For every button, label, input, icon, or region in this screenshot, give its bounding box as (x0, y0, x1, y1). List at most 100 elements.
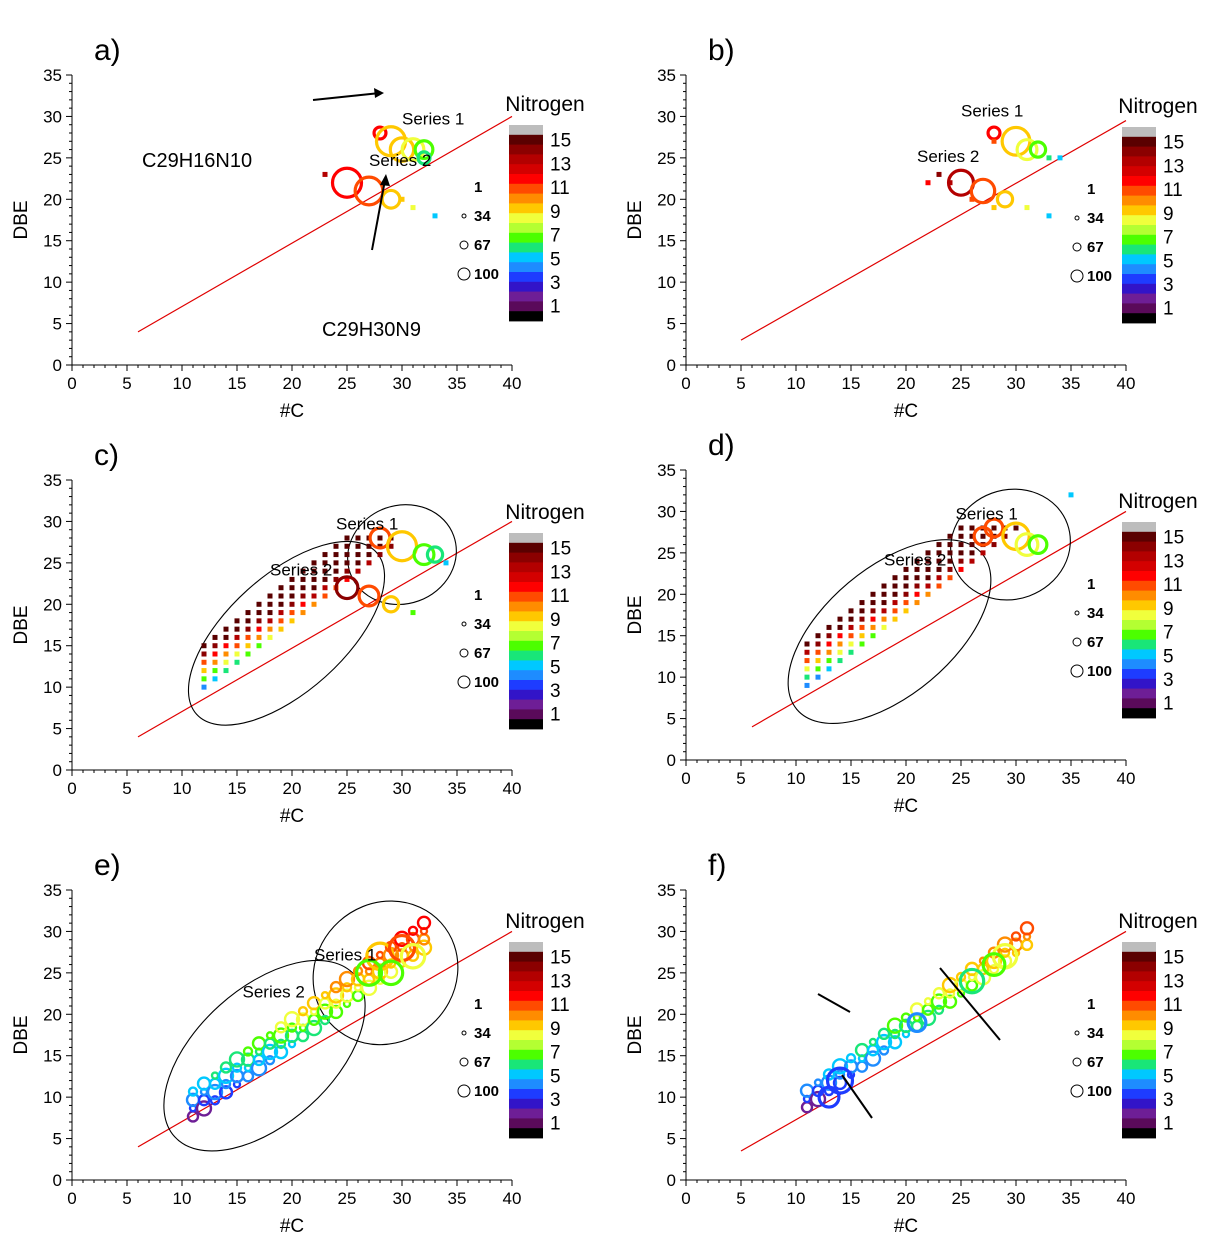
data-point (201, 684, 207, 690)
x-tick-label: 15 (842, 769, 861, 788)
data-point (377, 552, 383, 558)
series-label: Series 2 (369, 151, 431, 170)
data-point (399, 196, 405, 202)
colorbar-tick-label: 3 (550, 681, 561, 702)
data-point (892, 616, 898, 622)
data-point (848, 608, 854, 614)
colorbar-segment (509, 640, 543, 651)
size-legend-marker (1072, 1057, 1082, 1067)
y-tick-label: 25 (43, 964, 62, 983)
data-point (875, 1033, 893, 1051)
data-point (344, 552, 350, 558)
colorbar-segment (509, 582, 543, 593)
data-point (223, 643, 229, 649)
data-point (958, 558, 964, 564)
data-point (837, 641, 843, 647)
colorbar-segment (1122, 639, 1156, 650)
data-point (212, 651, 218, 657)
data-point (837, 649, 843, 655)
data-point (219, 1061, 233, 1074)
colorbar-segment (1122, 1079, 1156, 1090)
colorbar-tick-label: 9 (550, 1019, 561, 1040)
colorbar-segment (1122, 1040, 1156, 1051)
data-point (322, 560, 328, 566)
colorbar-tick-label: 3 (550, 1090, 561, 1111)
data-point (234, 634, 240, 640)
data-point (272, 1027, 290, 1044)
colorbar-tick-label: 9 (1163, 204, 1174, 225)
reference-line (740, 930, 1127, 1152)
colorbar-segment (509, 1059, 543, 1070)
size-legend-label: 67 (474, 1054, 491, 1071)
colorbar-segment (509, 562, 543, 573)
data-point (804, 641, 810, 647)
colorbar-tick-label: 11 (550, 178, 570, 199)
data-point (267, 601, 273, 607)
colorbar-segment (1122, 981, 1156, 992)
data-point (969, 558, 975, 564)
data-point (892, 600, 898, 606)
data-point (870, 633, 876, 639)
data-point (848, 633, 854, 639)
colorbar-segment (1122, 313, 1156, 324)
chart-panel-0: 0 5 10 15 20 25 30 35 4005101520253035#CDBEa)Ser… (11, 34, 585, 422)
y-tick-label: 0 (53, 356, 62, 375)
data-point (357, 584, 381, 608)
size-legend-label: 34 (474, 616, 491, 633)
data-point (881, 608, 887, 614)
data-point (870, 591, 876, 597)
data-point (804, 674, 810, 680)
colorbar-segment (1122, 1059, 1156, 1070)
size-legend-marker (461, 621, 467, 627)
series-ellipse (312, 900, 459, 1046)
colorbar-tick-label: 7 (550, 1043, 561, 1064)
data-point (201, 643, 207, 649)
data-point (412, 543, 436, 567)
colorbar-segment (1122, 1010, 1156, 1021)
panel-letter: c) (94, 439, 119, 472)
y-tick-label: 5 (667, 315, 676, 334)
data-point (206, 1083, 224, 1101)
data-point (942, 994, 958, 1009)
x-tick-label: 40 (1117, 769, 1136, 788)
data-point (256, 601, 262, 607)
colorbar-tick-label: 11 (550, 586, 570, 607)
colorbar-title: Nitrogen (1118, 490, 1197, 513)
size-legend-label: 67 (474, 237, 491, 254)
data-point (1002, 533, 1008, 539)
data-point (999, 947, 1011, 959)
data-point (881, 624, 887, 630)
colorbar-tick-label: 5 (550, 657, 561, 678)
data-point (804, 649, 810, 655)
data-point (316, 1003, 334, 1020)
data-point (355, 552, 361, 558)
data-point (892, 575, 898, 581)
colorbar-segment (1122, 264, 1156, 275)
series-label: Series 2 (884, 550, 946, 569)
colorbar-tick-label: 13 (550, 154, 571, 175)
data-point (988, 964, 1000, 975)
size-legend-marker (457, 675, 471, 689)
data-point (212, 676, 218, 682)
data-point (1014, 532, 1040, 558)
data-point (307, 1013, 321, 1026)
colorbar-segment (1122, 942, 1156, 953)
colorbar-tick-label: 5 (550, 1066, 561, 1087)
data-point (991, 205, 997, 211)
data-point (903, 591, 909, 597)
data-point (826, 666, 832, 672)
colorbar-segment (1122, 688, 1156, 699)
data-point (201, 668, 207, 674)
data-point (311, 601, 317, 607)
size-legend-marker (1070, 1084, 1084, 1098)
size-legend-label: 1 (1087, 996, 1095, 1013)
data-point (366, 543, 372, 549)
reference-line (137, 930, 513, 1148)
data-point (245, 610, 251, 616)
data-point (333, 576, 339, 582)
data-point (410, 205, 416, 211)
data-point (1024, 205, 1030, 211)
y-tick-label: 20 (43, 190, 62, 209)
data-point (815, 633, 821, 639)
colorbar-segment (509, 223, 543, 234)
